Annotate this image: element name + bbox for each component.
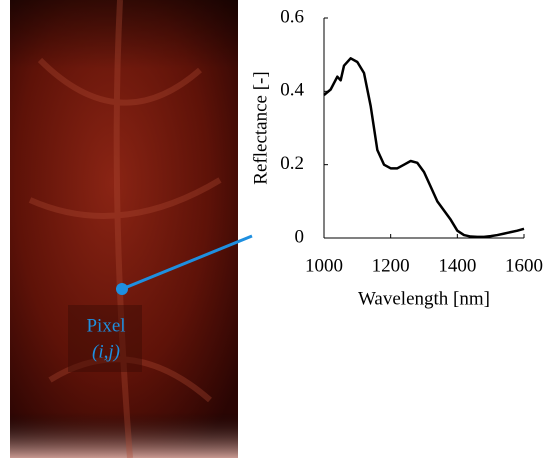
x-tick-label: 1400 bbox=[438, 255, 476, 276]
figure: Pixel (i,j) Wavelength [nm] Reflectance … bbox=[0, 0, 554, 458]
x-tick-label: 1000 bbox=[305, 255, 343, 276]
y-tick-label: 0.2 bbox=[280, 153, 304, 174]
x-axis-label: Wavelength [nm] bbox=[358, 288, 490, 309]
x-tick-label: 1600 bbox=[505, 255, 543, 276]
y-tick-label: 0.6 bbox=[280, 6, 304, 27]
pixel-coords: (i,j) bbox=[92, 341, 120, 362]
spectrum-line bbox=[324, 58, 524, 237]
x-tick-label: 1200 bbox=[372, 255, 410, 276]
pixel-label: Pixel bbox=[86, 315, 125, 336]
tissue-photo bbox=[10, 0, 238, 458]
pixel-marker bbox=[116, 283, 128, 295]
y-axis-label: Reflectance [-] bbox=[250, 71, 271, 184]
y-tick-label: 0.4 bbox=[280, 80, 304, 101]
y-tick-label: 0 bbox=[295, 226, 305, 247]
